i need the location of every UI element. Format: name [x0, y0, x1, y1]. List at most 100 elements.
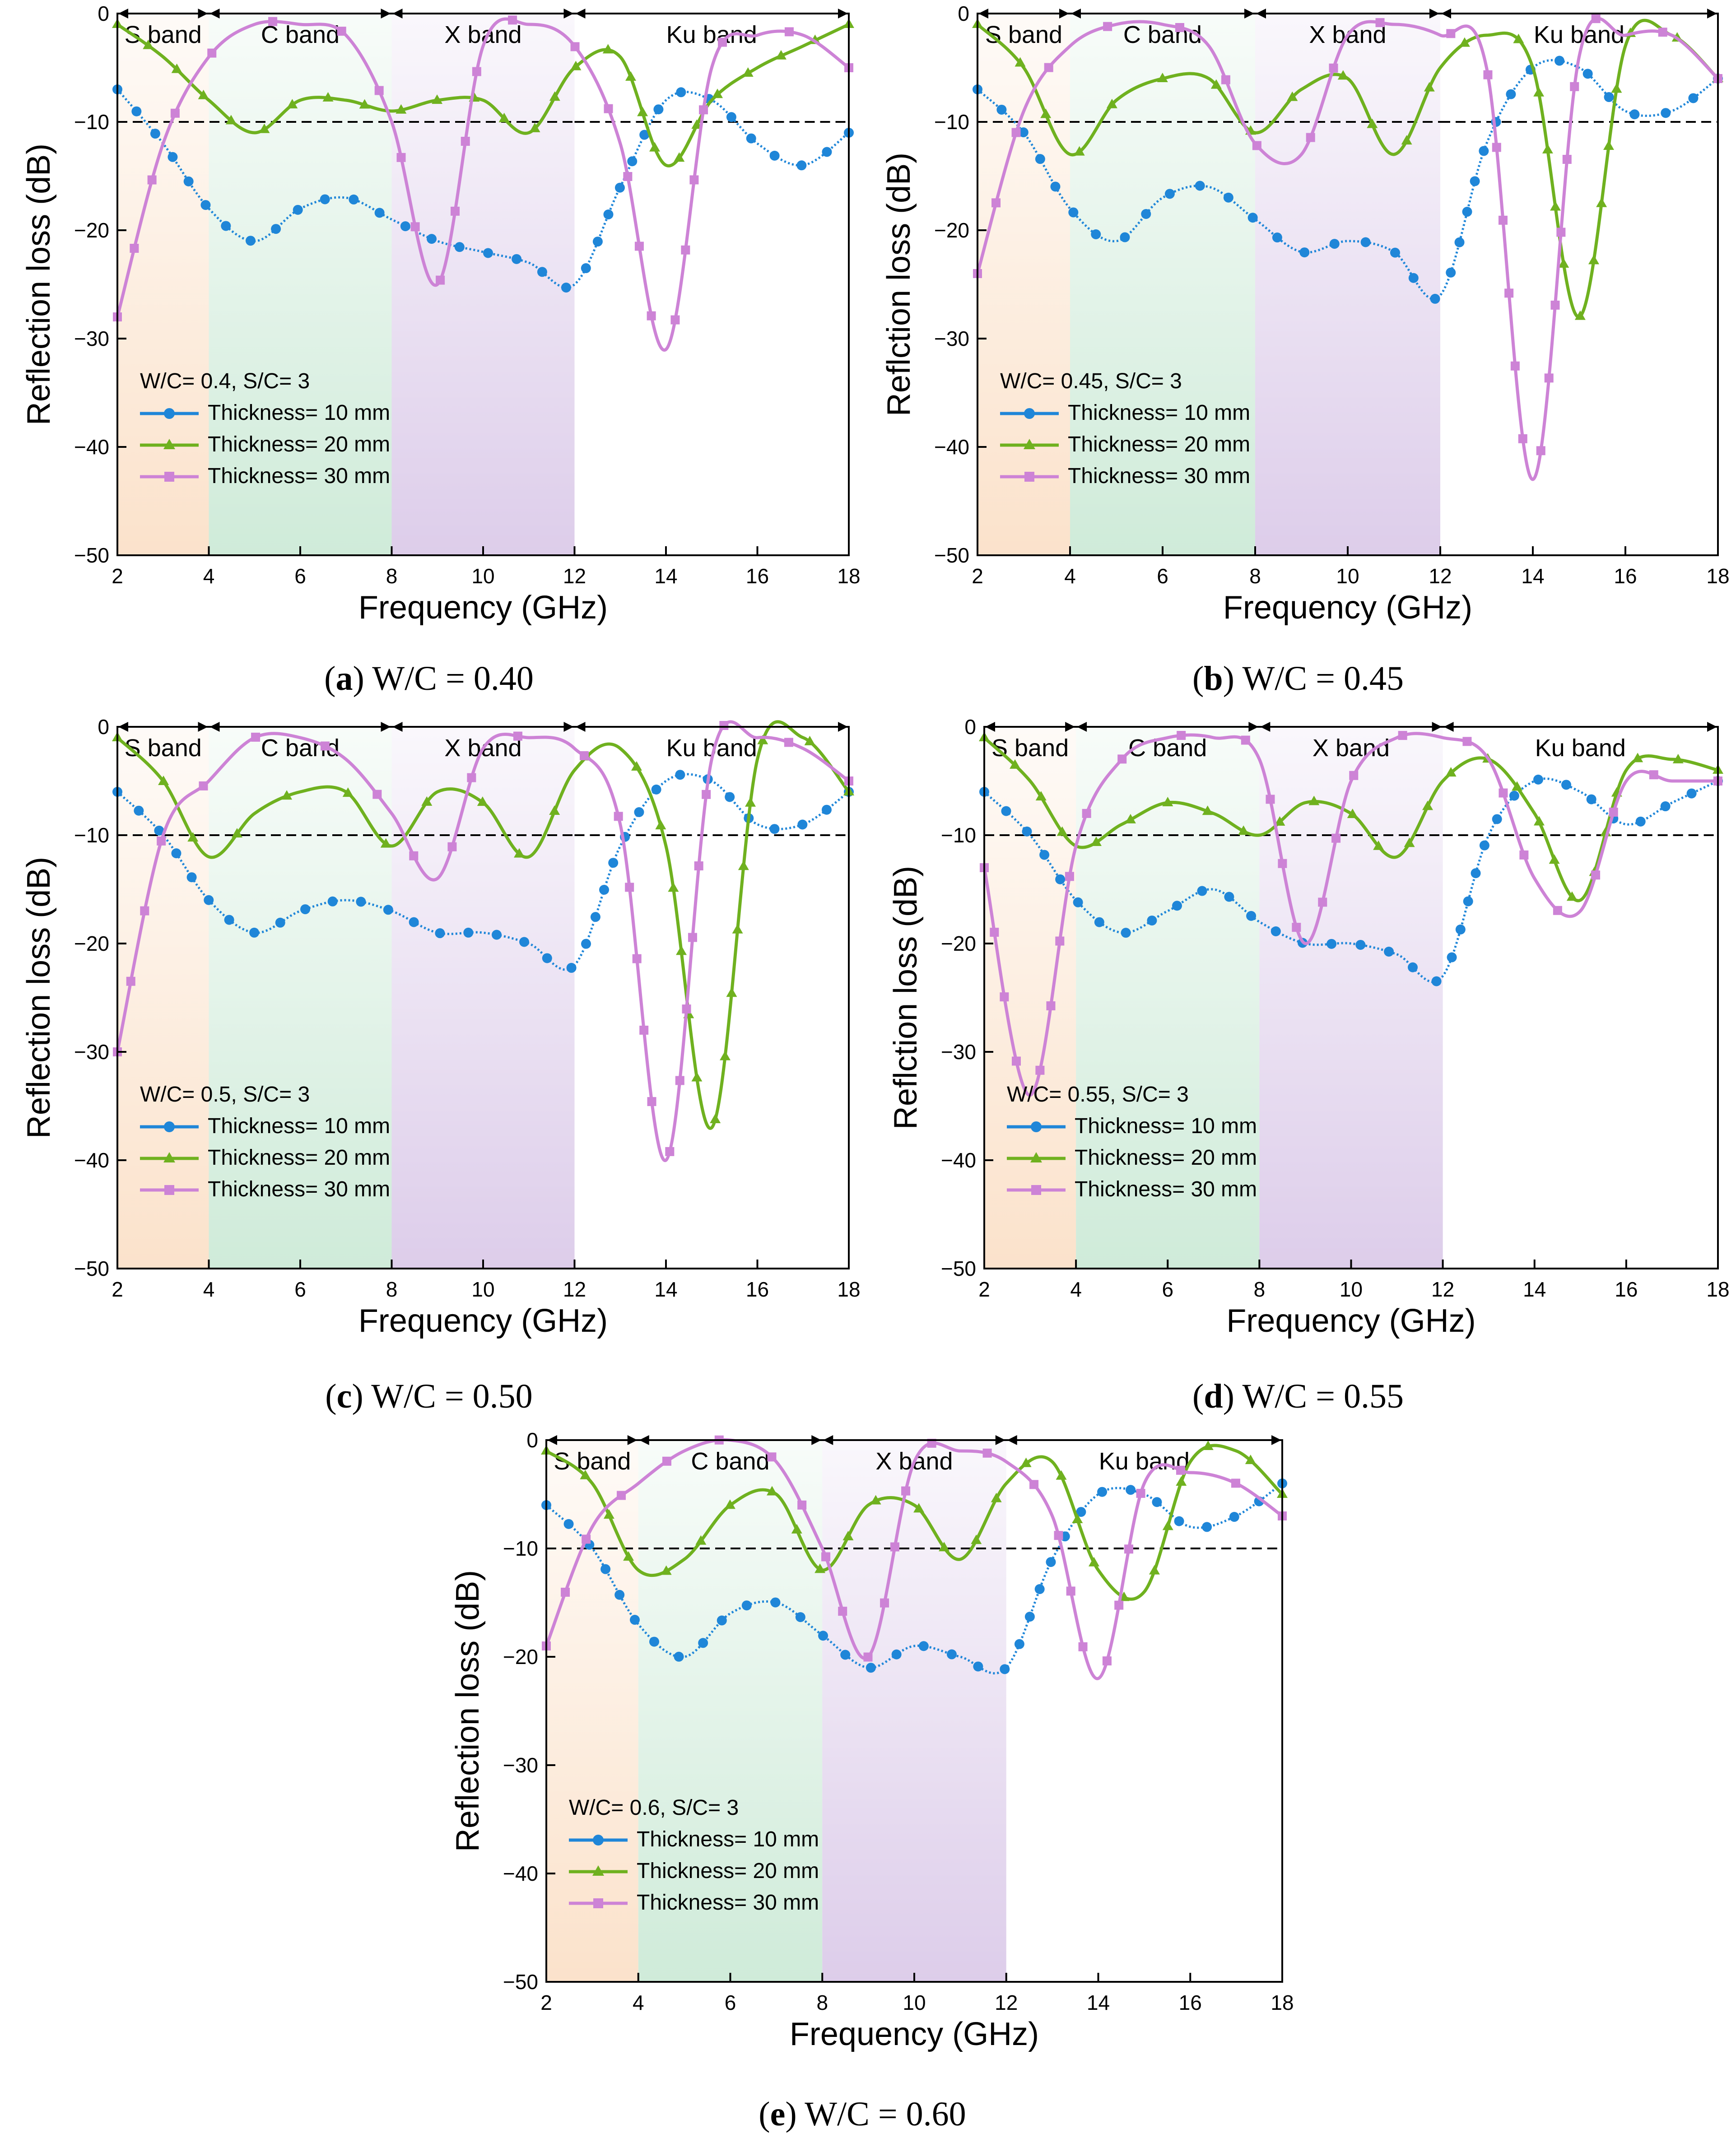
data-point [1513, 33, 1524, 43]
data-point [1661, 108, 1671, 118]
caption-text: W/C = 0.40 [372, 660, 534, 697]
data-point [631, 761, 642, 771]
chart-panel-a: S band C band X band Ku band 2 4 6 8 10 12 14 16 18 0… [0, 0, 861, 632]
data-point [281, 790, 293, 800]
data-point [327, 896, 338, 906]
legend-marker-2 [164, 1185, 174, 1195]
data-point [1076, 1507, 1086, 1517]
data-point [1604, 92, 1614, 102]
y-tick-label: −20 [74, 932, 109, 955]
x-tick-label: 14 [1523, 1278, 1546, 1301]
data-point [492, 930, 502, 940]
data-point [126, 976, 135, 986]
data-point [150, 129, 160, 139]
data-point [143, 39, 154, 49]
data-point [293, 205, 303, 215]
data-point [717, 1615, 727, 1626]
data-point [1055, 936, 1065, 946]
data-point [1039, 850, 1050, 860]
band-shade-2 [391, 727, 575, 1269]
data-point [409, 917, 419, 927]
data-point [1176, 1476, 1187, 1486]
series-line-2 [116, 17, 850, 352]
data-point [1266, 795, 1275, 804]
legend-marker-1 [1024, 439, 1035, 449]
y-tick-label: −20 [74, 218, 109, 242]
data-point [1603, 140, 1615, 150]
caption-text: W/C = 0.50 [371, 1377, 533, 1415]
data-point [1117, 754, 1127, 764]
x-tick-label: 4 [203, 564, 215, 588]
data-point [1401, 135, 1412, 145]
data-point [1141, 209, 1151, 219]
y-tick-label: −30 [934, 327, 969, 350]
data-point [435, 928, 445, 939]
y-tick-label: −30 [941, 1040, 976, 1064]
legend-entry: Thickness= 30 mm [637, 1891, 819, 1915]
data-point [676, 945, 687, 955]
data-point [549, 805, 560, 815]
y-tick-label: 0 [958, 2, 969, 25]
data-point [1082, 809, 1091, 818]
data-point [675, 770, 685, 780]
data-point [1000, 1664, 1010, 1674]
data-point [454, 242, 465, 252]
data-point [1175, 23, 1184, 33]
data-point [561, 1587, 570, 1597]
data-point [1404, 837, 1415, 847]
data-point [1454, 237, 1465, 247]
y-tick-label: −30 [503, 1753, 538, 1777]
data-point [1014, 1639, 1024, 1649]
data-point [1446, 29, 1456, 38]
data-point [1586, 794, 1596, 804]
series-line-0 [545, 1482, 1283, 1674]
data-point [702, 790, 711, 799]
data-point [1055, 874, 1066, 884]
data-point [1125, 814, 1136, 823]
data-point [1355, 939, 1366, 950]
data-point [251, 732, 261, 742]
data-point [891, 1649, 902, 1660]
data-point [1177, 731, 1186, 740]
data-point [796, 160, 807, 171]
data-point [1124, 1544, 1134, 1554]
data-point [356, 897, 366, 907]
data-point [1245, 1455, 1256, 1464]
data-point [634, 242, 644, 251]
data-point [581, 263, 591, 274]
legend-marker-0 [1024, 408, 1035, 419]
y-tick-label: −10 [934, 110, 969, 134]
data-point [901, 1486, 911, 1496]
x-axis-label: Frequency (GHz) [358, 590, 608, 626]
data-point [1445, 767, 1457, 777]
data-point [712, 88, 723, 98]
y-tick-label: 0 [964, 715, 976, 739]
data-point [1068, 207, 1079, 218]
panel-caption: (b) W/C = 0.45 [892, 659, 1704, 698]
x-tick-label: 4 [1070, 1278, 1082, 1301]
caption-paren-open: ( [759, 2095, 770, 2133]
data-point [461, 136, 470, 146]
x-tick-label: 10 [471, 1278, 494, 1301]
data-point [617, 1491, 626, 1500]
data-point [1562, 155, 1572, 164]
data-point [866, 1663, 876, 1673]
caption-letter: a [335, 660, 353, 697]
data-point [1202, 1522, 1212, 1532]
x-tick-label: 8 [386, 1278, 398, 1301]
data-point [1329, 63, 1338, 73]
caption-paren-open: ( [324, 660, 336, 697]
data-point [726, 112, 736, 122]
caption-text: W/C = 0.55 [1242, 1377, 1404, 1415]
series-line-2 [982, 732, 1718, 1097]
data-point [1375, 18, 1385, 28]
data-point [1446, 267, 1456, 278]
x-axis-label: Frequency (GHz) [1226, 1303, 1475, 1339]
data-point [1046, 1001, 1056, 1011]
data-point [1238, 825, 1249, 835]
data-point [681, 245, 690, 255]
data-point [221, 221, 231, 231]
data-point [990, 928, 999, 937]
data-point [741, 1600, 752, 1611]
data-point [1536, 446, 1545, 456]
